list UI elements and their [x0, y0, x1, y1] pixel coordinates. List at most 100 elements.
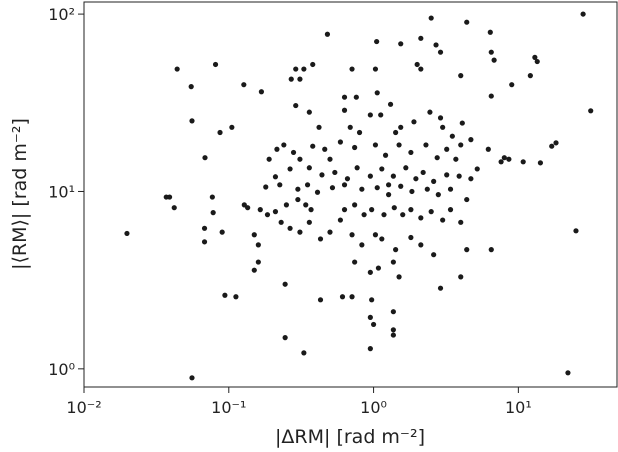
point [488, 49, 494, 55]
point [258, 89, 265, 95]
point [282, 281, 288, 287]
point [306, 109, 312, 115]
x-tick-label: 10¹ [505, 398, 532, 417]
point [255, 242, 261, 248]
point [272, 174, 279, 180]
point [431, 178, 437, 184]
point [329, 185, 336, 191]
point [222, 292, 228, 298]
point [303, 202, 309, 208]
point [317, 236, 324, 242]
point [337, 217, 343, 223]
point [501, 155, 507, 161]
point [444, 172, 450, 178]
point [245, 205, 251, 211]
point [349, 294, 355, 300]
point [241, 82, 247, 88]
point [166, 194, 173, 200]
point [379, 166, 385, 172]
point [255, 259, 261, 265]
point [418, 66, 424, 72]
point [372, 66, 379, 72]
point [327, 229, 333, 235]
point [327, 156, 333, 162]
point [537, 160, 544, 166]
point [288, 76, 294, 82]
point [369, 297, 375, 303]
point [390, 259, 396, 265]
point [189, 375, 195, 381]
point [474, 166, 480, 172]
point [251, 267, 257, 273]
point [278, 219, 284, 225]
point [359, 242, 365, 248]
point [370, 321, 377, 328]
point [464, 19, 470, 25]
point [314, 189, 321, 195]
x-tick-label: 10⁻² [66, 398, 101, 417]
point [266, 156, 272, 162]
point [459, 120, 465, 126]
point [464, 196, 470, 203]
point [440, 124, 446, 130]
y-tick-label: 10² [48, 5, 75, 24]
point [437, 49, 444, 55]
point [319, 172, 325, 178]
point [352, 259, 358, 265]
point [458, 73, 464, 79]
point [272, 209, 279, 215]
point [367, 269, 373, 275]
point [413, 176, 419, 182]
point [398, 124, 404, 130]
point [367, 314, 373, 320]
point [386, 182, 392, 188]
point [282, 335, 288, 341]
point [488, 93, 494, 99]
point [352, 144, 358, 151]
point [390, 309, 396, 315]
point [434, 155, 440, 161]
point [310, 143, 316, 149]
point [549, 143, 555, 149]
point [408, 234, 414, 241]
point [171, 205, 177, 211]
point [487, 29, 493, 35]
point [378, 112, 384, 118]
point [428, 15, 434, 21]
x-tick-label: 10⁰ [360, 398, 387, 417]
point [337, 139, 343, 145]
point [437, 285, 444, 291]
point [488, 247, 494, 253]
point [264, 212, 271, 218]
point [324, 31, 331, 37]
point [367, 112, 373, 118]
point [354, 165, 360, 171]
point [124, 230, 130, 237]
point [317, 297, 324, 303]
point [468, 176, 474, 182]
point [433, 42, 439, 48]
point [281, 142, 287, 148]
point [428, 209, 434, 215]
point [374, 90, 380, 96]
point [387, 101, 394, 107]
point [274, 146, 280, 152]
point [341, 94, 348, 100]
point [341, 207, 348, 213]
y-tick-label: 10¹ [48, 182, 75, 201]
point [468, 137, 474, 143]
point [219, 229, 225, 235]
point [527, 73, 533, 79]
point [263, 184, 269, 190]
point [520, 159, 526, 165]
point [310, 61, 316, 68]
point [440, 217, 446, 223]
point [332, 169, 338, 176]
point [398, 41, 404, 47]
point [349, 66, 355, 72]
point [485, 146, 491, 152]
point [212, 61, 219, 68]
x-axis-label: |ΔRM| [rad m⁻²] [275, 426, 425, 448]
point [295, 196, 301, 203]
